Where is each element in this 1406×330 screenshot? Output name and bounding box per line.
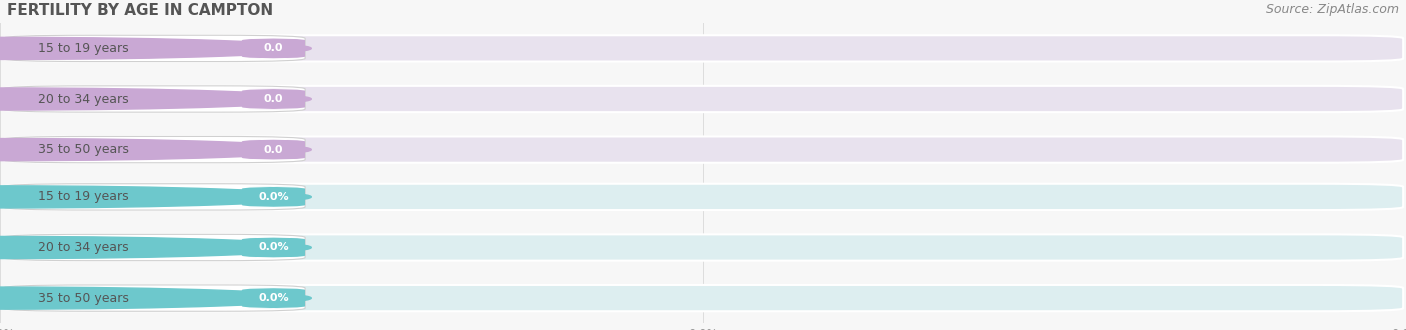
Text: FERTILITY BY AGE IN CAMPTON: FERTILITY BY AGE IN CAMPTON xyxy=(7,3,273,18)
FancyBboxPatch shape xyxy=(3,285,305,311)
FancyBboxPatch shape xyxy=(242,38,305,58)
Text: 0.0: 0.0 xyxy=(264,44,283,53)
Circle shape xyxy=(0,287,311,309)
FancyBboxPatch shape xyxy=(242,140,305,160)
FancyBboxPatch shape xyxy=(3,136,1403,163)
FancyBboxPatch shape xyxy=(242,288,305,308)
Text: 35 to 50 years: 35 to 50 years xyxy=(38,143,129,156)
Text: 15 to 19 years: 15 to 19 years xyxy=(38,190,128,203)
Text: 0.0: 0.0 xyxy=(264,145,283,154)
Text: Source: ZipAtlas.com: Source: ZipAtlas.com xyxy=(1265,3,1399,16)
Text: 0.0%: 0.0% xyxy=(259,192,288,202)
Circle shape xyxy=(0,139,311,161)
FancyBboxPatch shape xyxy=(3,234,1403,261)
Text: 15 to 19 years: 15 to 19 years xyxy=(38,42,128,55)
FancyBboxPatch shape xyxy=(242,237,305,258)
Text: 35 to 50 years: 35 to 50 years xyxy=(38,292,129,305)
Text: 20 to 34 years: 20 to 34 years xyxy=(38,241,128,254)
Circle shape xyxy=(0,237,311,258)
FancyBboxPatch shape xyxy=(3,184,305,210)
FancyBboxPatch shape xyxy=(3,86,305,112)
FancyBboxPatch shape xyxy=(3,285,1403,311)
FancyBboxPatch shape xyxy=(3,136,305,163)
Circle shape xyxy=(0,88,311,110)
FancyBboxPatch shape xyxy=(242,187,305,207)
Text: 20 to 34 years: 20 to 34 years xyxy=(38,92,128,106)
FancyBboxPatch shape xyxy=(3,35,305,62)
FancyBboxPatch shape xyxy=(242,89,305,109)
FancyBboxPatch shape xyxy=(3,184,1403,210)
FancyBboxPatch shape xyxy=(3,35,1403,62)
Circle shape xyxy=(0,37,311,59)
Text: 0.0%: 0.0% xyxy=(259,293,288,303)
Circle shape xyxy=(0,186,311,208)
FancyBboxPatch shape xyxy=(3,86,1403,112)
Text: 0.0%: 0.0% xyxy=(259,243,288,252)
FancyBboxPatch shape xyxy=(3,234,305,261)
Text: 0.0: 0.0 xyxy=(264,94,283,104)
